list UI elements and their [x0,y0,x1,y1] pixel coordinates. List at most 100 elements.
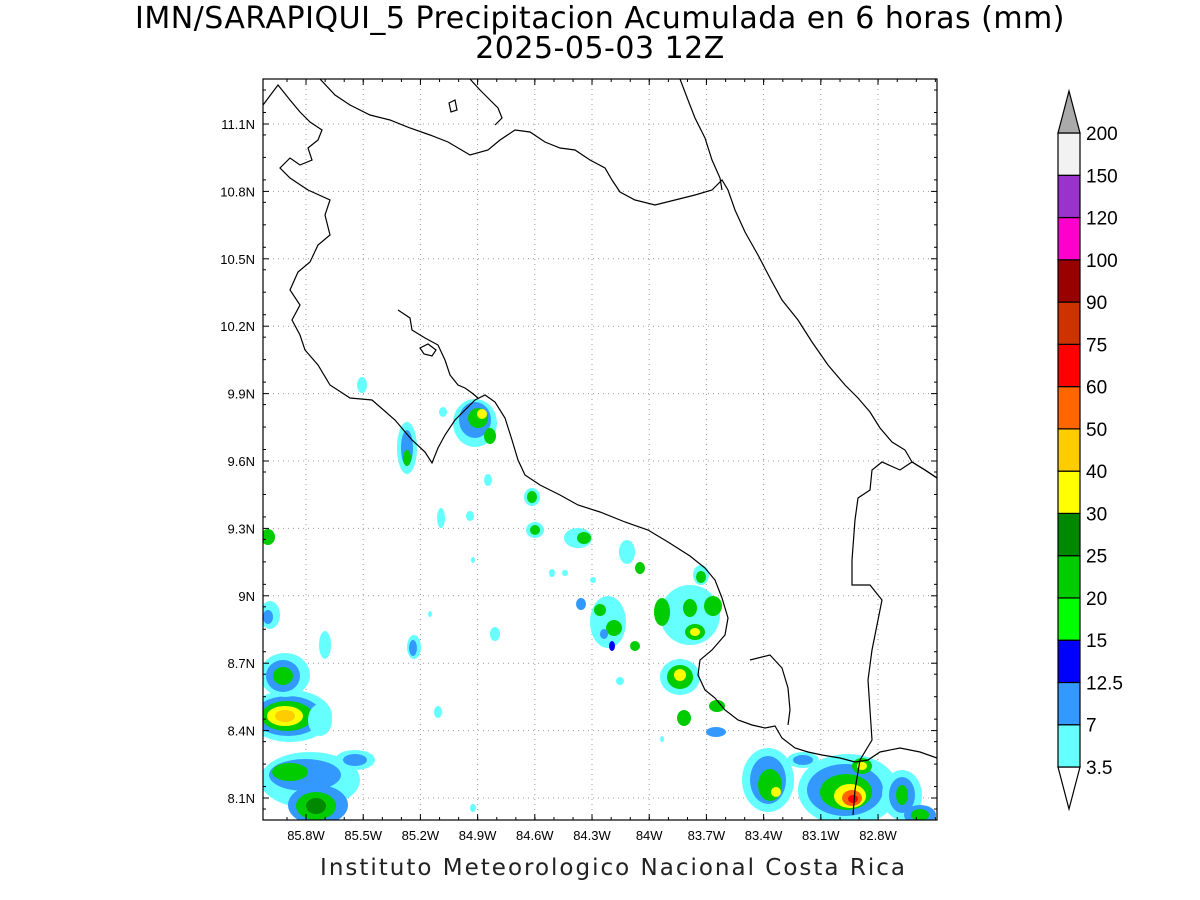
lat-tick-label: 8.7N [228,656,255,671]
colorbar-swatch [1057,555,1081,599]
lon-tick-label: 85.2W [402,828,440,843]
rain-cell [911,809,929,820]
rain-cell [484,474,492,486]
lat-tick-label: 9.6N [228,454,255,469]
rain-cell [562,570,568,576]
colorbar-swatch [1057,132,1081,176]
rain-cell [466,511,474,521]
colorbar-swatch [1057,301,1081,345]
latitude-axis: 11.1N 10.8N 10.5N 10.2N 9.9N 9.6N 9.3N 9N 8.7N 8.… [220,89,937,810]
colorbar-label: 200 [1086,124,1118,145]
colorbar-label: 3.5 [1086,758,1112,779]
longitude-axis: 85.8W 85.5W 85.2W 84.9W 84.6W 84.3W 84W 83.7W 83… [286,79,936,843]
rain-cell [409,640,417,656]
rain-cell [677,710,691,726]
rain-cell [308,704,332,736]
coastline-lake-nicaragua [469,79,503,126]
rain-cell [798,754,898,820]
rain-cell [577,532,591,544]
lon-tick-label: 84.9W [459,828,497,843]
map-frame [262,78,938,821]
rain-cell [357,377,367,393]
lon-tick-label: 83.4W [745,828,783,843]
colorbar-label: 50 [1086,420,1107,441]
rain-cell [343,754,367,766]
rain-cell [619,540,635,564]
lon-tick-label: 83.7W [688,828,726,843]
lon-tick-label: 85.8W [287,828,325,843]
colorbar-swatch [1057,724,1081,768]
coastline-burica [854,747,937,763]
island-ometepe [448,99,458,113]
rain-cell [397,422,417,474]
rain-cell [530,525,540,535]
colorbar-label: 15 [1086,631,1107,652]
lon-tick-label: 83.1W [802,828,840,843]
rain-cell [437,508,445,528]
colorbar-swatch [1057,512,1081,557]
lat-tick-label: 10.8N [220,184,255,199]
rain-cell [660,736,664,742]
colorbar-swatch [1057,639,1081,684]
colorbar-label: 90 [1086,293,1107,314]
rain-cell [263,653,310,697]
coastlines [263,79,937,816]
rain-cell [484,428,496,444]
coastline-panama-south [749,654,791,726]
rain-cell [660,659,700,695]
rain-cell [654,585,720,645]
rain-cell [428,611,432,617]
rain-cell [706,727,726,737]
colorbar-lower-arrow [1057,766,1081,812]
colorbar-swatch [1057,428,1081,472]
lat-tick-label: 9N [238,589,255,604]
colorbar-label: 12.5 [1086,673,1123,694]
colorbar-label: 75 [1086,335,1107,356]
rain-cell [319,631,331,659]
map-date: 2025-05-03 12Z [475,31,725,66]
coastline-caribbean [319,79,937,479]
rain-cell [590,596,626,651]
colorbar-swatch [1057,470,1081,514]
rain-cell [635,562,645,574]
rain-cell [616,677,624,685]
colorbar-label: 120 [1086,209,1118,230]
lon-tick-label: 84.3W [573,828,611,843]
lon-tick-label: 82.8W [859,828,897,843]
colorbar: 3.5 7 12.5 15 20 25 30 40 50 60 75 90 100 120 150 200 [1057,88,1123,812]
lat-tick-label: 10.5N [220,252,255,267]
colorbar-label: 150 [1086,166,1118,187]
rain-cell [527,491,537,503]
map-grid [263,79,937,820]
map-title: IMN/SARAPIQUI_5 Precipitacion Acumulada … [135,1,1065,36]
colorbar-swatch [1057,259,1081,303]
lon-tick-label: 85.5W [344,828,382,843]
footer-credit: Instituto Meteorologico Nacional Costa R… [320,855,907,881]
lat-tick-label: 8.1N [228,791,255,806]
lat-tick-label: 9.9N [228,387,255,402]
colorbar-swatch [1057,216,1081,261]
rain-cell [630,641,640,651]
colorbar-label: 25 [1086,547,1107,568]
rain-cell [696,571,706,583]
colorbar-label: 30 [1086,504,1107,525]
rain-cell [434,706,442,718]
colorbar-label: 100 [1086,251,1118,272]
lat-tick-label: 10.2N [220,319,255,334]
rain-cell [793,755,813,765]
rain-cell [549,569,555,577]
colorbar-swatch [1057,386,1081,430]
lat-tick-label: 9.3N [228,521,255,536]
rain-cell [288,785,348,820]
colorbar-upper-arrow [1057,88,1081,134]
rain-cell [263,529,275,545]
rain-cell [439,407,447,417]
lat-tick-label: 8.4N [228,724,255,739]
coastline-pacific [263,84,856,763]
rain-cell [263,601,280,629]
coastline-nicoya-gulf [397,309,479,399]
colorbar-label: 7 [1086,716,1097,737]
rain-cell [490,627,500,641]
rain-cell [742,748,794,812]
